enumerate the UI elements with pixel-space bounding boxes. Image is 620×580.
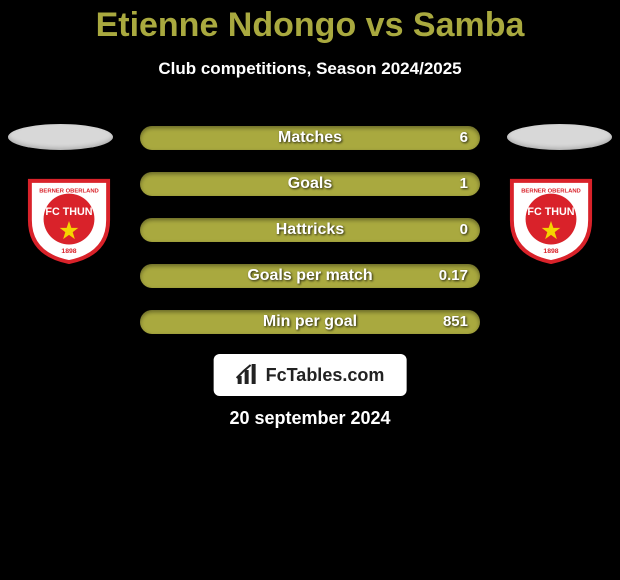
- comparison-widget: Etienne Ndongo vs Samba Club competition…: [0, 0, 620, 580]
- shield-icon: BERNER OBERLAND FC THUN 1898: [20, 176, 118, 264]
- stat-row-matches: Matches 6: [140, 126, 480, 150]
- stat-value-right: 851: [443, 310, 468, 334]
- stat-value-right: 0: [460, 218, 468, 242]
- stat-label: Goals per match: [140, 264, 480, 288]
- stat-label: Hattricks: [140, 218, 480, 242]
- stat-row-min-per-goal: Min per goal 851: [140, 310, 480, 334]
- club-badge-right: BERNER OBERLAND FC THUN 1898: [502, 176, 600, 264]
- date-line: 20 september 2024: [0, 408, 620, 429]
- badge-center-text: FC THUN: [45, 206, 92, 218]
- stat-label: Min per goal: [140, 310, 480, 334]
- badge-year: 1898: [61, 248, 76, 255]
- page-title: Etienne Ndongo vs Samba: [0, 0, 620, 45]
- stat-label: Goals: [140, 172, 480, 196]
- stats-bars: Matches 6 Goals 1 Hattricks 0 Goals per …: [140, 126, 480, 356]
- badge-year: 1898: [543, 248, 558, 255]
- shield-icon: BERNER OBERLAND FC THUN 1898: [502, 176, 600, 264]
- player-photo-right-placeholder: [507, 124, 612, 150]
- stat-label: Matches: [140, 126, 480, 150]
- bar-chart-icon: [236, 364, 260, 386]
- stat-row-goals: Goals 1: [140, 172, 480, 196]
- player-photo-left-placeholder: [8, 124, 113, 150]
- badge-center-text: FC THUN: [527, 206, 574, 218]
- stat-value-right: 6: [460, 126, 468, 150]
- season-subtitle: Club competitions, Season 2024/2025: [0, 59, 620, 79]
- stat-row-goals-per-match: Goals per match 0.17: [140, 264, 480, 288]
- club-badge-left: BERNER OBERLAND FC THUN 1898: [20, 176, 118, 264]
- badge-top-text: BERNER OBERLAND: [39, 189, 99, 195]
- stat-row-hattricks: Hattricks 0: [140, 218, 480, 242]
- stat-value-right: 1: [460, 172, 468, 196]
- brand-link[interactable]: FcTables.com: [214, 354, 407, 396]
- badge-top-text: BERNER OBERLAND: [521, 189, 581, 195]
- stat-value-right: 0.17: [439, 264, 468, 288]
- brand-text: FcTables.com: [266, 365, 385, 386]
